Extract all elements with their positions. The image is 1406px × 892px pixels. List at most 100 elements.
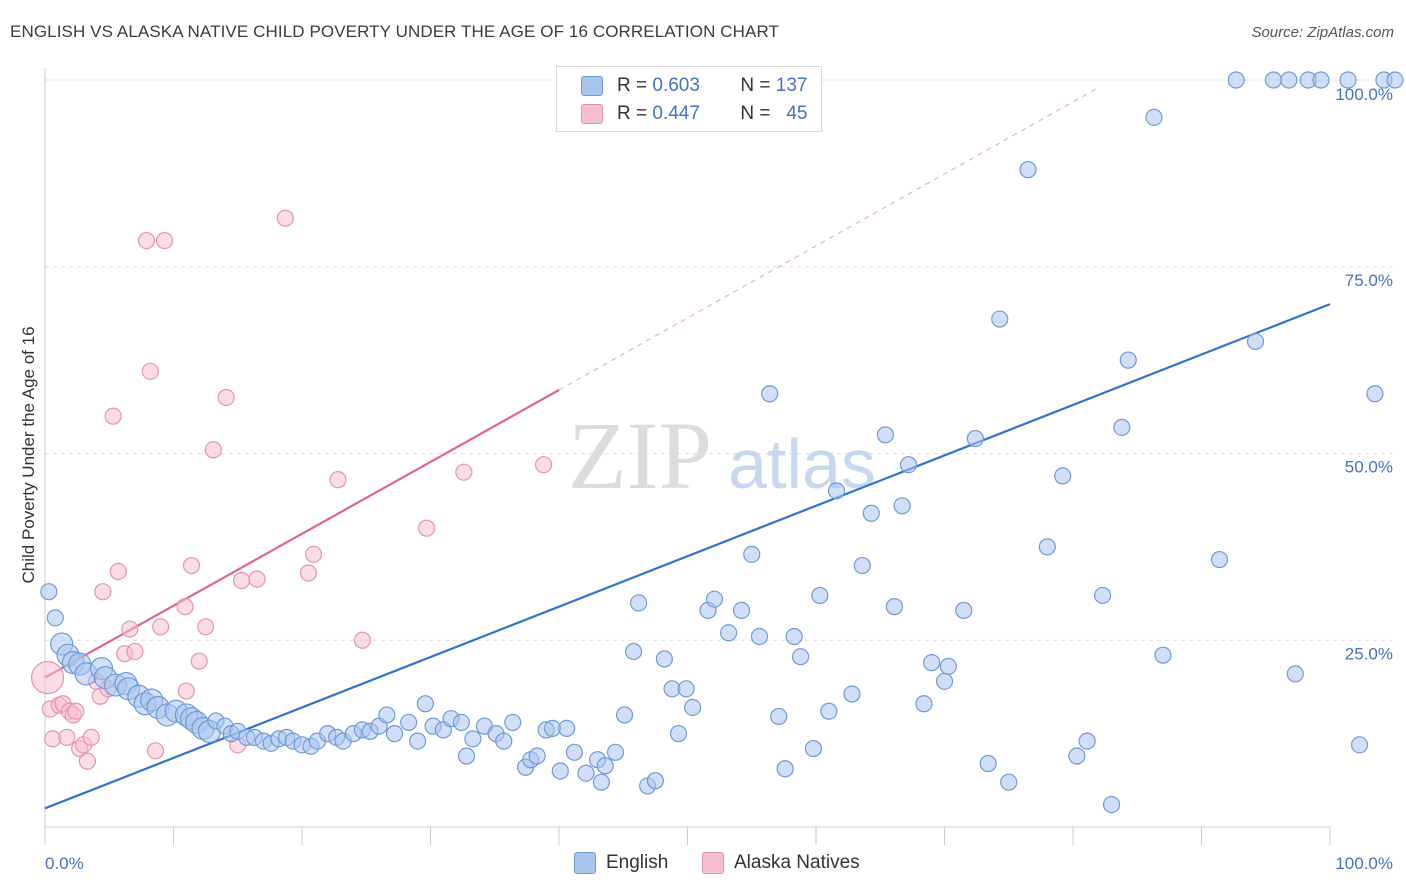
english-point — [495, 732, 513, 750]
english-point — [862, 504, 880, 522]
x-tick-label-min: 0.0% — [45, 854, 84, 873]
alaska-n-value: 45 — [786, 103, 808, 124]
alaska-point — [418, 519, 436, 537]
series-legend: English Alaska Natives — [0, 852, 1406, 878]
english-point — [1068, 747, 1086, 765]
legend-item-alaska[interactable]: Alaska Natives — [702, 852, 860, 874]
english-point — [820, 702, 838, 720]
english-point — [853, 556, 871, 575]
english-point — [1350, 736, 1369, 754]
english-point — [1093, 586, 1112, 605]
english-point — [624, 642, 643, 661]
english-point — [720, 624, 738, 642]
alaska-legend-label: Alaska Natives — [734, 852, 860, 873]
english-point — [452, 713, 470, 732]
y-tick-label: 25.0% — [1345, 644, 1393, 663]
english-point — [979, 754, 997, 773]
english-point — [551, 762, 569, 780]
english-point — [893, 497, 911, 515]
english-point — [939, 657, 957, 675]
english-point — [843, 685, 861, 703]
tick-labels: 25.0% 50.0% 75.0% 100.0% 0.0% 100.0% — [45, 85, 1393, 873]
english-n-label: N = — [740, 75, 771, 96]
english-point — [1119, 351, 1137, 369]
alaska-point — [233, 571, 251, 590]
alaska-point — [299, 564, 318, 582]
english-point — [1145, 108, 1163, 126]
alaska-point — [58, 728, 76, 746]
english-point — [684, 698, 702, 717]
y-tick-label: 100.0% — [1335, 85, 1393, 104]
english-point — [615, 706, 634, 724]
alaska-trend-extension — [558, 86, 1099, 391]
english-point — [1246, 332, 1265, 351]
legend-row-alaska: R = 0.447 N = 45 — [581, 101, 807, 127]
alaska-point — [190, 652, 208, 670]
english-point — [457, 747, 476, 765]
english-point — [923, 654, 941, 672]
english-point — [400, 713, 418, 732]
alaska-swatch — [581, 104, 603, 124]
english-point — [528, 747, 546, 765]
alaska-point — [534, 456, 553, 474]
english-point — [655, 650, 673, 668]
english-point — [464, 730, 482, 748]
english-point — [504, 713, 522, 732]
english-point — [1102, 795, 1121, 814]
english-point — [409, 732, 427, 750]
english-point — [804, 739, 823, 758]
chart-title: ENGLISH VS ALASKA NATIVE CHILD POVERTY U… — [10, 22, 780, 41]
english-point — [1227, 71, 1245, 89]
english-legend-label: English — [606, 852, 669, 873]
english-point — [885, 598, 903, 616]
alaska-point — [67, 702, 85, 720]
x-tick-label-max: 100.0% — [1335, 854, 1393, 873]
alaska-point — [197, 618, 215, 636]
english-point — [915, 695, 933, 713]
english-point — [1038, 538, 1056, 556]
english-point — [592, 773, 611, 791]
english-point — [46, 609, 64, 627]
english-point — [876, 426, 894, 444]
english-point — [1113, 418, 1131, 436]
english-point — [40, 583, 58, 601]
english-point — [558, 719, 576, 737]
legend-item-english[interactable]: English — [574, 852, 668, 874]
y-tick-label: 75.0% — [1345, 271, 1393, 290]
english-point — [385, 725, 404, 743]
alaska-point — [126, 642, 144, 661]
english-point — [606, 743, 625, 761]
english-point — [416, 695, 434, 713]
english-point — [785, 627, 803, 646]
english-point — [1264, 71, 1283, 89]
alaska-point — [329, 471, 347, 489]
english-point — [991, 310, 1009, 328]
english-point — [596, 757, 614, 775]
english-point — [899, 456, 918, 474]
alaska-point — [176, 598, 194, 616]
watermark-zip: ZIP — [568, 402, 712, 509]
english-r-label: R = — [617, 75, 648, 96]
english-point — [577, 764, 595, 782]
alaska-legend-swatch — [702, 852, 724, 874]
source-label: Source: ZipAtlas.com — [1251, 24, 1394, 41]
english-point — [935, 672, 954, 690]
english-trend-line — [44, 303, 1331, 810]
english-point — [750, 627, 769, 646]
english-point — [1000, 773, 1018, 791]
alaska-point — [30, 660, 65, 695]
english-point — [1366, 385, 1384, 403]
english-point — [761, 385, 779, 403]
alaska-point — [152, 618, 170, 636]
english-point — [1286, 665, 1304, 683]
english-swatch — [581, 76, 603, 96]
english-point — [811, 586, 829, 605]
data-points — [30, 71, 1404, 814]
english-point — [770, 707, 788, 726]
alaska-point — [155, 232, 174, 250]
english-point — [743, 545, 761, 563]
english-point — [1019, 161, 1037, 179]
english-point — [630, 594, 648, 612]
alaska-point — [353, 631, 371, 649]
